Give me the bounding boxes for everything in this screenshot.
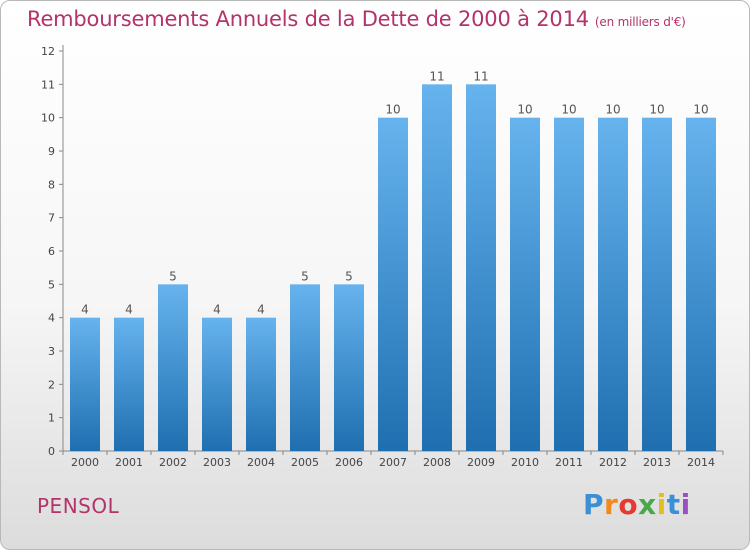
y-tick-label: 9: [48, 145, 55, 158]
y-tick-label: 4: [48, 312, 55, 325]
data-label: 4: [81, 303, 89, 317]
logo-letter: r: [604, 488, 619, 521]
y-tick-label: 5: [48, 278, 55, 291]
bar: [422, 84, 452, 451]
bar: [114, 317, 144, 451]
y-tick-label: 2: [48, 378, 55, 391]
x-tick-label: 2000: [71, 456, 99, 469]
x-tick-label: 2003: [203, 456, 231, 469]
x-tick-label: 2009: [467, 456, 495, 469]
bar: [334, 284, 364, 451]
logo-letter: x: [638, 488, 657, 521]
x-tick-label: 2001: [115, 456, 143, 469]
bar: [510, 117, 540, 452]
proxiti-logo: Proxiti: [583, 488, 691, 521]
data-label: 11: [473, 69, 488, 83]
data-label: 4: [125, 303, 133, 317]
x-tick-label: 2006: [335, 456, 363, 469]
x-tick-label: 2010: [511, 456, 539, 469]
bars: [70, 84, 716, 452]
y-tick-label: 3: [48, 345, 55, 358]
y-tick-label: 10: [41, 112, 55, 125]
data-label: 5: [345, 269, 353, 283]
bar: [686, 117, 716, 452]
bar: [598, 117, 628, 452]
chart-title: Remboursements Annuels de la Dette de 20…: [27, 7, 686, 31]
y-tick-label: 6: [48, 245, 55, 258]
data-label: 10: [561, 103, 576, 117]
y-tick-label: 0: [48, 445, 55, 458]
x-tick-label: 2013: [643, 456, 671, 469]
data-label: 4: [257, 303, 265, 317]
x-tick-label: 2007: [379, 456, 407, 469]
bar: [642, 117, 672, 452]
data-label: 10: [517, 103, 532, 117]
bar: [290, 284, 320, 451]
x-tick-label: 2014: [687, 456, 715, 469]
bar: [202, 317, 232, 451]
x-tick-label: 2012: [599, 456, 627, 469]
logo-letter: P: [583, 488, 605, 521]
logo-letter: t: [666, 488, 681, 521]
data-label: 5: [169, 269, 177, 283]
x-tick-label: 2005: [291, 456, 319, 469]
chart-unit: (en milliers d'€): [594, 15, 686, 29]
bar: [378, 117, 408, 452]
data-label: 11: [429, 69, 444, 83]
bar: [246, 317, 276, 451]
data-label: 4: [213, 303, 221, 317]
value-labels: 4 4 5 4 4 5 5 10 11 11 10 10 10 10 10: [81, 69, 708, 316]
logo-letter: o: [618, 488, 639, 521]
commune-name: PENSOL: [37, 494, 120, 518]
data-label: 10: [605, 103, 620, 117]
bar: [70, 317, 100, 451]
data-label: 5: [301, 269, 309, 283]
bar: [158, 284, 188, 451]
bar: [466, 84, 496, 451]
x-tick-label: 2008: [423, 456, 451, 469]
x-tick-label: 2004: [247, 456, 275, 469]
y-tick-label: 8: [48, 178, 55, 191]
x-tick-label: 2011: [555, 456, 583, 469]
data-label: 10: [693, 103, 708, 117]
logo-letter: i: [656, 488, 667, 521]
bar: [554, 117, 584, 452]
x-tick-label: 2002: [159, 456, 187, 469]
y-tick-label: 11: [41, 78, 55, 91]
y-tick-label: 1: [48, 412, 55, 425]
data-label: 10: [649, 103, 664, 117]
data-label: 10: [385, 103, 400, 117]
chart-title-text: Remboursements Annuels de la Dette de 20…: [27, 7, 589, 31]
y-tick-label: 12: [41, 45, 55, 58]
y-tick-label: 7: [48, 212, 55, 225]
logo-letter: i: [680, 488, 691, 521]
